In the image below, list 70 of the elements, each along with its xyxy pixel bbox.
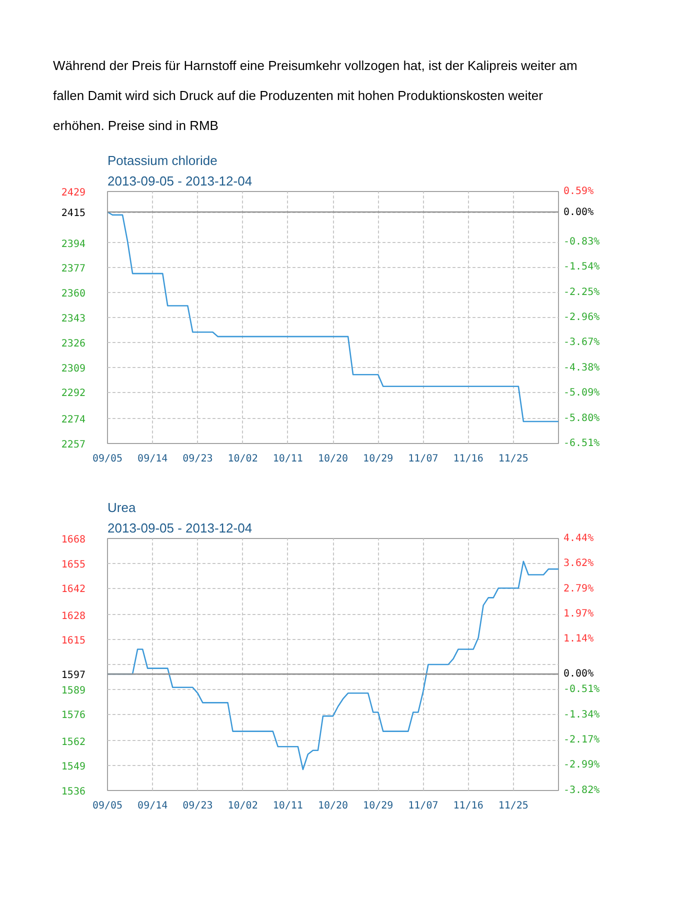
y2-tick-label: 0.59% — [564, 186, 594, 197]
x-tick-label: 10/11 — [272, 454, 303, 464]
chart-subtitle: 2013-09-05 - 2013-12-04 — [108, 520, 252, 536]
y2-tick-label: -3.82% — [564, 785, 600, 796]
y-tick-label: 2343 — [61, 314, 86, 324]
y2-tick-label: -3.67% — [564, 337, 600, 348]
y-tick-label: 2292 — [61, 388, 86, 400]
y2-tick-label: -1.34% — [564, 709, 600, 720]
x-tick-label: 09/14 — [138, 454, 168, 464]
x-tick-label: 09/23 — [182, 454, 213, 464]
x-tick-label: 09/05 — [92, 800, 123, 812]
y-tick-label: 1576 — [61, 710, 86, 722]
y-tick-label: 1615 — [61, 636, 86, 647]
x-tick-label: 09/23 — [182, 800, 213, 812]
y-tick-label: 2360 — [61, 288, 86, 300]
y2-tick-label: -1.54% — [564, 262, 600, 273]
text: Während der Preis für Harnstoff eine Preisumkehr vollzogen hat, ist der Kalipreis weiter am fallen Damit wird sich Druck auf die Produzenten mit hohen Produktionskosten weiter erhöhen. Preise sind in RMB — [52, 57, 578, 135]
chart-title: Potassium chloride — [108, 153, 218, 168]
y-tick-label: 1628 — [61, 610, 86, 622]
y-tick-label: 1642 — [61, 584, 86, 596]
y-tick-label: 1655 — [61, 559, 86, 570]
y2-tick-label: -2.25% — [564, 286, 600, 298]
y2-tick-label: -2.99% — [564, 760, 600, 771]
x-tick-label: 11/07 — [408, 800, 438, 812]
x-tick-label: 10/20 — [318, 454, 348, 464]
line-series — [108, 211, 558, 422]
x-tick-label: 11/16 — [453, 800, 484, 812]
y-tick-label: 2394 — [61, 238, 86, 250]
y2-tick-label: 0.00% — [564, 668, 594, 680]
x-tick-label: 10/02 — [228, 800, 258, 812]
chart-subtitle: 2013-09-05 - 2013-12-04 — [108, 174, 252, 188]
y2-tick-label: 0.00% — [564, 206, 594, 218]
y2-tick-label: -0.51% — [564, 684, 600, 696]
y-tick-label: 2326 — [61, 338, 86, 350]
x-tick-label: 10/29 — [363, 800, 394, 812]
y-tick-label: 2377 — [61, 264, 86, 275]
x-tick-label: 09/14 — [138, 800, 168, 812]
y2-tick-label: 3.62% — [564, 558, 594, 570]
x-tick-label: 11/07 — [408, 454, 438, 464]
y2-tick-label: -4.38% — [564, 362, 600, 374]
y2-tick-label: 1.97% — [564, 608, 594, 620]
x-tick-label: 11/25 — [498, 800, 528, 812]
y-tick-label: 1589 — [61, 685, 86, 696]
y-tick-label: 1536 — [61, 786, 86, 798]
chart-title: Urea — [108, 500, 136, 515]
y2-tick-label: 4.44% — [564, 533, 594, 544]
y-tick-label: 1597 — [61, 670, 86, 682]
y-tick-label: 1668 — [61, 534, 86, 546]
y2-tick-label: 1.14% — [564, 634, 594, 645]
x-tick-label: 10/02 — [228, 454, 258, 464]
y-tick-label: 2429 — [61, 188, 86, 198]
y-tick-label: 1549 — [61, 762, 86, 773]
y2-tick-label: -2.17% — [564, 734, 600, 746]
x-tick-label: 09/05 — [92, 454, 123, 464]
x-tick-label: 10/20 — [318, 800, 348, 812]
y2-tick-label: -6.51% — [564, 438, 600, 449]
x-tick-label: 10/11 — [272, 800, 303, 812]
y2-tick-label: -5.80% — [564, 412, 600, 424]
y2-tick-label: -2.96% — [564, 312, 600, 323]
y2-tick-label: -5.09% — [564, 388, 600, 399]
y-tick-label: 2415 — [61, 208, 86, 220]
y-tick-label: 2309 — [61, 363, 86, 374]
x-tick-label: 11/16 — [453, 454, 484, 464]
y2-tick-label: -0.83% — [564, 236, 600, 248]
y-tick-label: 2257 — [61, 440, 86, 450]
y-tick-label: 1562 — [61, 736, 86, 748]
y-tick-label: 2274 — [61, 414, 86, 426]
x-tick-label: 11/25 — [498, 454, 528, 464]
x-tick-label: 10/29 — [363, 454, 394, 464]
y2-tick-label: 2.79% — [564, 583, 594, 594]
